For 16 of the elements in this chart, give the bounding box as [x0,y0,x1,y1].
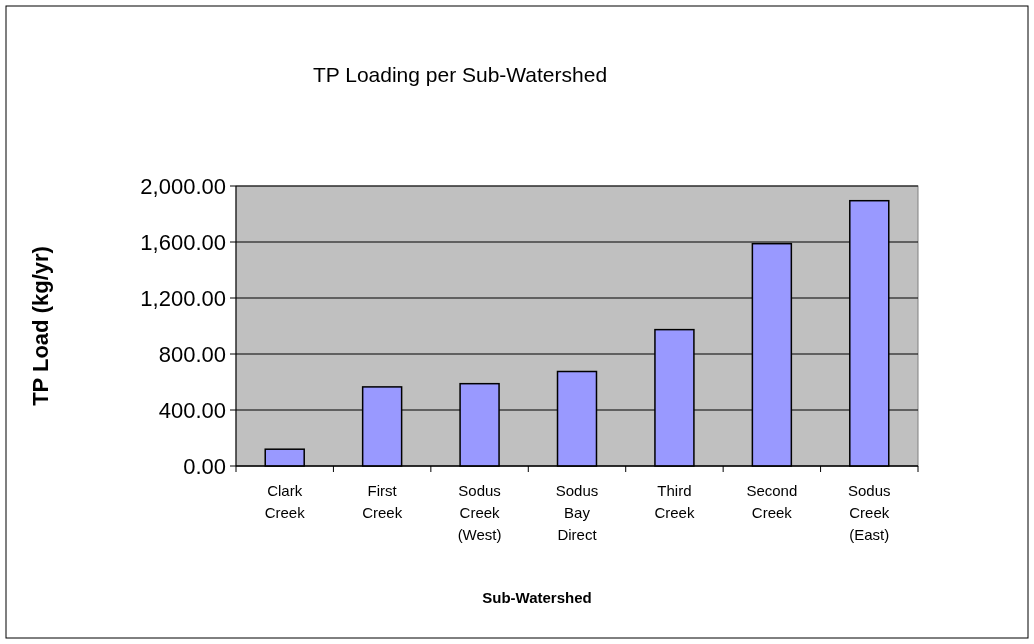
x-axis-title: Sub-Watershed [482,589,592,606]
y-tick-label: 800.00 [158,341,226,367]
x-tick-label: Second Creek [746,482,798,521]
x-tick-label: Third Creek [654,482,695,521]
x-tick-label: First Creek [362,482,403,521]
x-tick-label: Sodus Bay Direct [555,482,599,543]
y-tick-label: 400.00 [158,397,226,423]
y-tick-label: 1,600.00 [140,229,226,255]
chart-title: TP Loading per Sub-Watershed [312,63,608,86]
y-tick-label: 1,200.00 [140,285,226,311]
y-tick-label: 0.00 [183,453,226,479]
x-tick-label: Clark Creek [264,482,306,521]
y-axis-title: TP Load (kg/yr) [28,246,53,406]
y-tick-label: 2,000.00 [140,173,226,199]
x-tick-label: Sodus Creek (East) [848,482,891,543]
x-tick-label: Sodus Creek (West) [457,482,502,543]
